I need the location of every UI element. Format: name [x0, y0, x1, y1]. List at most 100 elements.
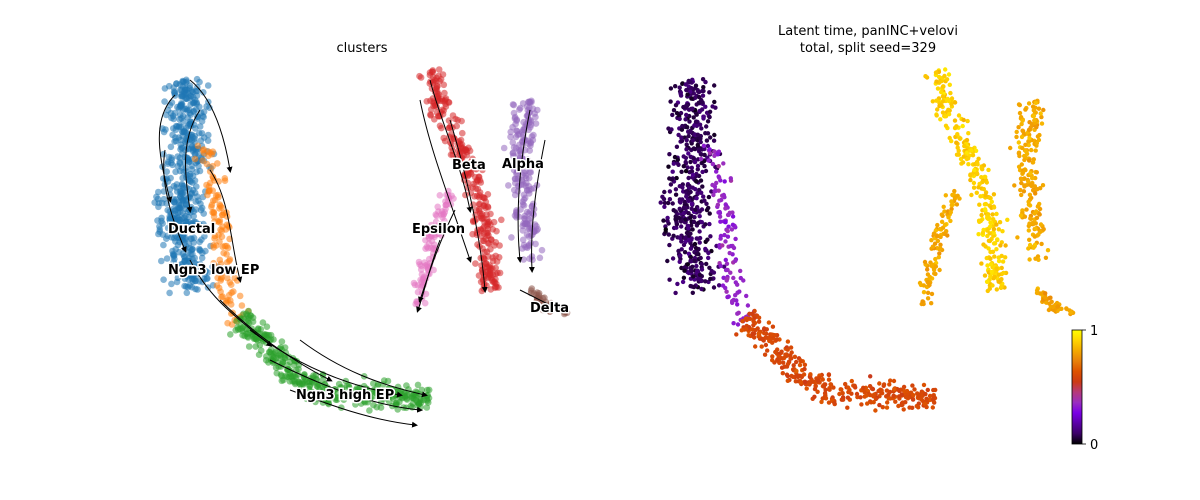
latent-point-ductal: [703, 246, 708, 252]
point-ngn3-high-ep: [409, 392, 416, 400]
latent-point-ngn3-high-ep: [744, 317, 749, 323]
latent-point-beta: [961, 154, 966, 159]
point-alpha: [507, 133, 514, 141]
point-ngn3-low-ep: [191, 155, 199, 163]
latent-point-ductal: [704, 138, 710, 143]
latent-point-beta: [994, 247, 999, 252]
point-ngn3-low-ep: [211, 218, 218, 225]
latent-point-ngn3-high-ep: [925, 387, 930, 393]
latent-point-ductal: [703, 104, 708, 110]
latent-point-ngn3-high-ep: [849, 378, 854, 384]
latent-point-ngn3-high-ep: [826, 377, 832, 382]
point-ductal: [187, 111, 194, 118]
point-ngn3-high-ep: [324, 384, 331, 391]
latent-point-ductal: [679, 224, 684, 229]
point-beta: [457, 136, 465, 144]
point-ductal: [179, 150, 186, 157]
latent-point-ductal: [697, 272, 703, 278]
latent-point-epsilon: [941, 204, 946, 209]
latent-point-ductal: [691, 115, 696, 120]
latent-point-epsilon: [937, 245, 943, 251]
point-ngn3-low-ep: [213, 282, 221, 289]
latent-point-ngn3-high-ep: [891, 393, 896, 398]
latent-point-ngn3-high-ep: [775, 347, 780, 352]
streamline: [289, 389, 418, 428]
latent-point-alpha: [1023, 167, 1028, 173]
latent-point-ductal: [666, 232, 671, 237]
latent-point-beta: [978, 194, 983, 199]
latent-point-ngn3-high-ep: [873, 396, 879, 402]
latent-point-beta: [976, 185, 981, 190]
point-alpha: [513, 127, 520, 134]
point-beta: [498, 216, 505, 224]
point-ductal: [163, 168, 170, 175]
point-epsilon: [439, 214, 446, 221]
latent-point-alpha: [1039, 114, 1044, 120]
latent-point-ngn3-high-ep: [845, 385, 851, 390]
latent-point-epsilon: [954, 202, 960, 207]
latent-point-beta: [946, 98, 951, 104]
latent-point-alpha: [1041, 227, 1046, 232]
point-beta: [487, 221, 494, 228]
latent-point-ngn3-high-ep: [832, 400, 837, 406]
cluster-labels: Ductal Ngn3 low EP Ngn3 high EP Beta Alp…: [167, 156, 571, 405]
latent-point-ductal: [703, 79, 708, 85]
latent-point-beta: [933, 70, 939, 75]
latent-point-ductal: [690, 138, 696, 143]
latent-point-ductal: [671, 161, 676, 166]
latent-point-ductal: [712, 132, 717, 138]
latent-point-beta: [990, 283, 995, 288]
latent-point-epsilon: [925, 296, 931, 301]
latent-point-ngn3-high-ep: [770, 358, 775, 363]
point-ductal: [177, 102, 185, 109]
latent-point-beta: [972, 167, 977, 173]
latent-point-beta: [991, 205, 997, 210]
latent-point-ngn3-high-ep: [779, 365, 785, 370]
latent-point-ductal: [684, 194, 689, 199]
latent-point-ngn3-high-ep: [877, 402, 882, 408]
latent-point-epsilon: [937, 267, 942, 273]
latent-point-ngn3-low-ep: [733, 258, 738, 263]
latent-point-ngn3-high-ep: [854, 391, 860, 397]
latent-point-ngn3-high-ep: [816, 378, 821, 384]
point-ngn3-high-ep: [244, 334, 252, 341]
latent-point-beta: [943, 123, 949, 128]
latent-point-beta: [935, 86, 941, 91]
latent-point-ngn3-high-ep: [892, 386, 897, 392]
velocity-streamlines: [158, 79, 568, 428]
latent-point-alpha: [1019, 134, 1025, 140]
latent-point-alpha: [1019, 162, 1024, 167]
point-ductal: [160, 276, 167, 284]
latent-point-beta: [970, 153, 976, 158]
point-ngn3-high-ep: [245, 343, 253, 350]
point-alpha: [512, 133, 520, 141]
point-ngn3-low-ep: [211, 262, 218, 270]
latent-point-ductal: [680, 279, 686, 285]
point-ngn3-low-ep: [219, 293, 226, 300]
point-ngn3-low-ep: [227, 281, 235, 289]
cluster-label-ductal: Ductal: [168, 222, 215, 237]
latent-point-ngn3-high-ep: [910, 397, 916, 402]
latent-point-epsilon: [933, 264, 939, 269]
latent-point-alpha: [1019, 192, 1024, 198]
point-ductal: [186, 82, 194, 89]
latent-point-ductal: [683, 117, 688, 122]
latent-point-ductal: [681, 104, 686, 110]
latent-point-ngn3-low-ep: [730, 298, 735, 304]
latent-point-ngn3-low-ep: [738, 268, 743, 274]
point-beta: [478, 287, 486, 295]
latent-point-ngn3-low-ep: [701, 143, 707, 148]
point-ngn3-high-ep: [338, 384, 346, 391]
latent-point-alpha: [1028, 171, 1033, 176]
point-beta: [445, 124, 453, 132]
point-alpha: [526, 99, 534, 107]
latent-point-beta: [991, 192, 997, 197]
latent-point-ductal: [666, 164, 671, 169]
streamline: [416, 239, 441, 313]
latent-point-ductal: [688, 283, 693, 289]
latent-point-ductal: [683, 235, 688, 241]
point-beta: [481, 248, 488, 256]
point-ngn3-low-ep: [209, 162, 216, 170]
latent-point-alpha: [1026, 139, 1031, 144]
latent-point-beta: [942, 114, 948, 119]
